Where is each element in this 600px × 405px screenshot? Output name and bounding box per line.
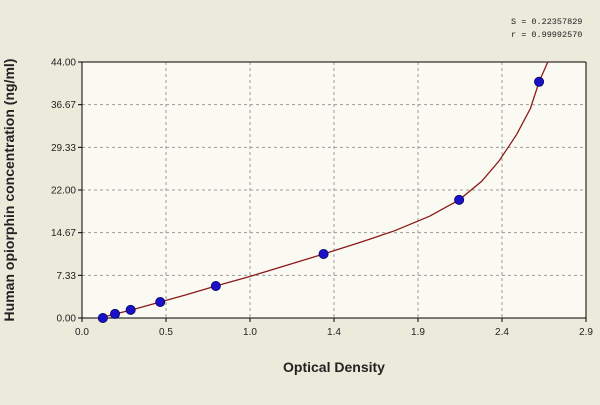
- data-point: [125, 304, 136, 315]
- data-point: [318, 248, 329, 259]
- y-tick-label: 22.00: [51, 186, 76, 197]
- y-tick-label: 7.33: [57, 271, 77, 282]
- data-point: [110, 308, 121, 319]
- stat-r-label: r = 0.99992570: [511, 30, 582, 40]
- data-points: [97, 76, 545, 323]
- x-tick-label: 0.0: [75, 327, 89, 338]
- data-point: [454, 194, 465, 205]
- x-tick-label: 2.4: [495, 327, 509, 338]
- stat-s-label: S = 0.22357829: [511, 17, 582, 27]
- y-tick-label: 0.00: [57, 314, 77, 325]
- data-point: [534, 76, 545, 87]
- x-axis-title: Optical Density: [283, 359, 385, 375]
- y-tick-label: 44.00: [51, 58, 76, 69]
- y-tick-label: 36.67: [51, 100, 76, 111]
- data-point: [210, 280, 221, 291]
- data-point: [97, 312, 108, 323]
- grid-lines: [82, 62, 586, 318]
- data-point: [155, 296, 166, 307]
- y-tick-label: 29.33: [51, 143, 76, 154]
- x-tick-label: 1.4: [327, 327, 341, 338]
- ticks: 0.0 0.5 1.0 1.4 1.9 2.4 2.9 0.00 7.33 14.67 22.00 2…: [51, 58, 593, 339]
- x-tick-label: 1.0: [243, 327, 257, 338]
- x-tick-label: 1.9: [411, 327, 425, 338]
- y-axis-title: Human opiorphin concentration (ng/ml): [1, 59, 17, 322]
- y-tick-label: 14.67: [51, 228, 76, 239]
- x-tick-label: 2.9: [579, 327, 593, 338]
- x-tick-label: 0.5: [159, 327, 173, 338]
